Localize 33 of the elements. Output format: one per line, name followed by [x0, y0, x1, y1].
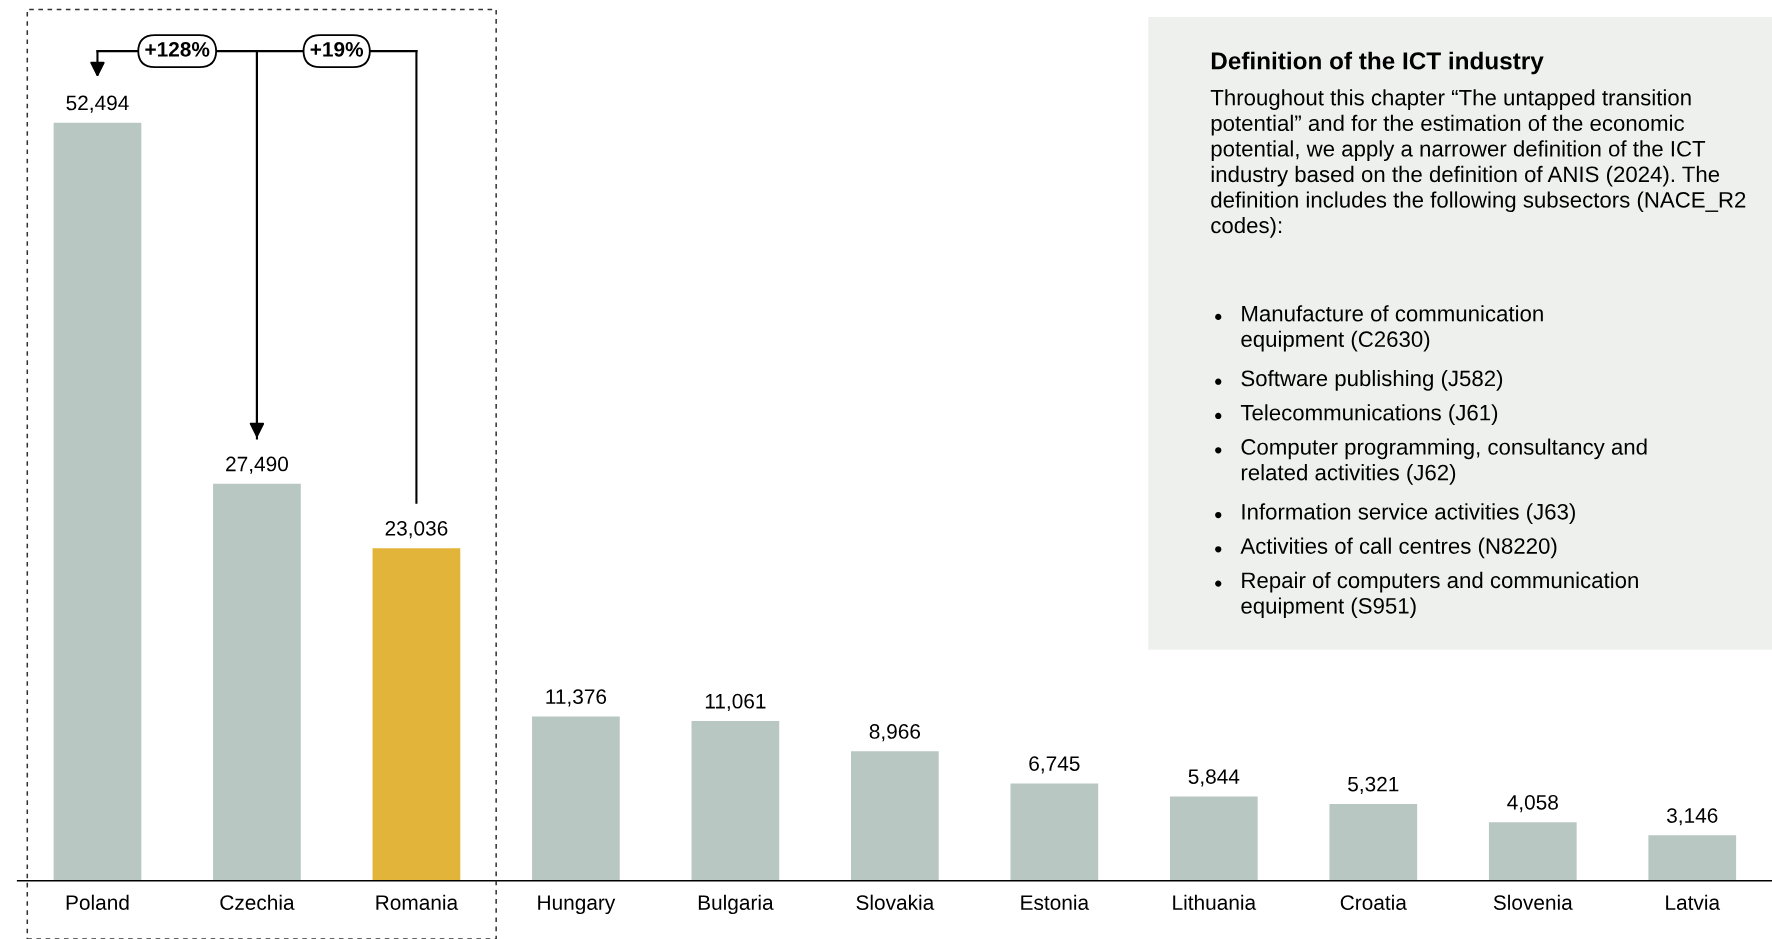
x-tick-label: Latvia — [1666, 894, 1721, 910]
annotation: Computer programming, consultancy and related activities (J62) — [1241, 438, 1647, 485]
x-tick-label: Estonia — [1021, 894, 1090, 910]
text: Definition of the ICT industry — [1211, 51, 1544, 75]
x-tick-label: Croatia — [1340, 894, 1407, 910]
annotation: Software publishing (J582) — [1241, 369, 1503, 391]
data-label: 11,376 — [546, 689, 607, 707]
data-label: 8,966 — [869, 724, 921, 742]
data-label: 3,146 — [1666, 808, 1718, 826]
data-label: 23,036 — [385, 520, 448, 539]
data-label: 11,061 — [705, 693, 766, 712]
data-label: 5,321 — [1348, 776, 1399, 794]
x-tick-label: Hungary — [538, 895, 616, 915]
annotation: Throughout this chapter “The untapped transition potential” and for the estimation of the economic potential, we apply a narrower definition of the ICT industry based on the definition of ANIS (2024). The definition includes the following subsectors (NACE_R2 codes): — [1210, 89, 1746, 238]
data-label: 52,494 — [66, 95, 129, 113]
x-tick-label: Lithuania — [1173, 894, 1257, 910]
data-label: 5,844 — [1188, 769, 1240, 787]
x-tick-label: Poland — [66, 894, 129, 910]
data-label: 4,058 — [1507, 794, 1558, 813]
annotation: Manufacture of communication equipment (C2630) — [1241, 305, 1543, 352]
x-tick-label: Romania — [376, 894, 459, 910]
data-label: 6,745 — [1029, 756, 1080, 774]
text: +19% — [310, 41, 364, 57]
x-tick-label: Slovenia — [1493, 894, 1573, 910]
x-tick-label: Bulgaria — [698, 894, 774, 915]
data-label: 27,490 — [226, 456, 288, 474]
annotation: Information service activities (J63) — [1242, 503, 1575, 525]
annotation: Activities of call centres (N8220) — [1240, 537, 1557, 559]
annotation: Telecommunications (J61) — [1240, 404, 1498, 425]
x-tick-label: Czechia — [220, 894, 295, 910]
text: +128% — [145, 41, 210, 57]
annotation: Repair of computers and communication equipment (S951) — [1241, 571, 1638, 619]
x-tick-label: Slovakia — [856, 894, 935, 910]
